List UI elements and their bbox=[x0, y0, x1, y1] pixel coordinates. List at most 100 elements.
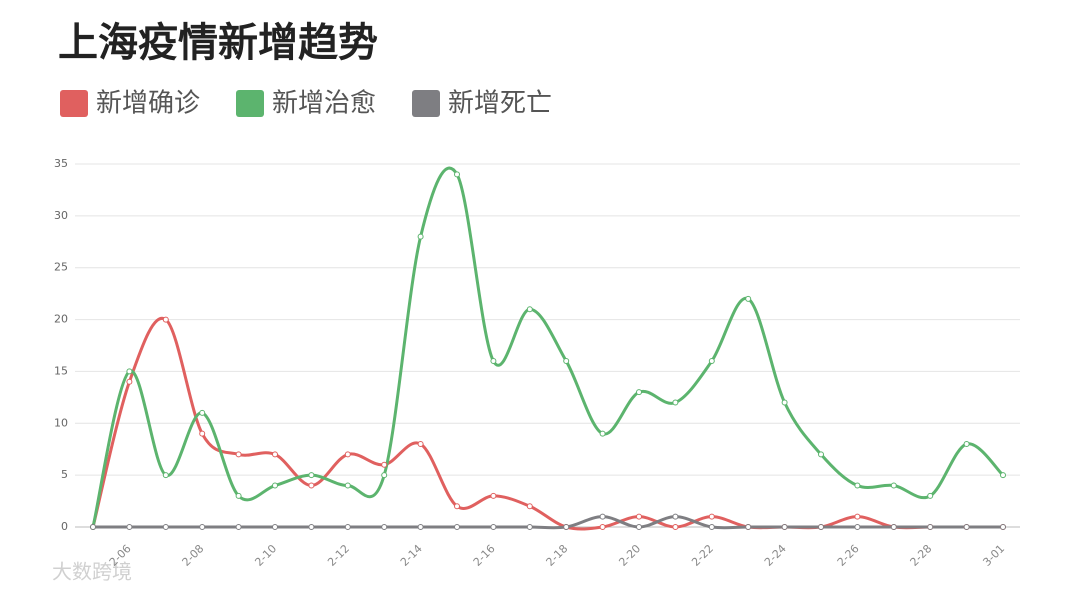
data-point bbox=[162, 316, 169, 323]
data-point bbox=[272, 482, 278, 489]
y-tick-label: 25 bbox=[54, 261, 68, 274]
y-tick-label: 5 bbox=[61, 468, 68, 481]
data-point bbox=[708, 513, 715, 520]
legend-label: 新增死亡 bbox=[448, 89, 552, 119]
data-point bbox=[818, 451, 824, 458]
data-point bbox=[344, 524, 351, 530]
data-point bbox=[381, 472, 388, 479]
x-tick-label: 2-16 bbox=[471, 542, 498, 569]
data-point bbox=[235, 492, 242, 499]
data-point bbox=[344, 482, 351, 489]
x-tick-label: 2-24 bbox=[762, 542, 789, 569]
data-point bbox=[162, 524, 169, 530]
data-point bbox=[199, 430, 206, 437]
data-point bbox=[126, 368, 133, 375]
data-point bbox=[526, 503, 533, 510]
data-point bbox=[417, 233, 424, 240]
series-line bbox=[93, 515, 1003, 530]
data-point bbox=[818, 524, 824, 530]
data-point bbox=[745, 295, 752, 302]
x-tick-label: 2-14 bbox=[398, 542, 425, 569]
x-tick-label: 2-08 bbox=[180, 542, 207, 569]
y-tick-label: 20 bbox=[54, 313, 68, 326]
data-point bbox=[417, 441, 424, 448]
data-point bbox=[235, 451, 242, 458]
y-tick-label: 35 bbox=[54, 157, 68, 170]
data-point bbox=[636, 524, 642, 530]
data-point bbox=[1000, 524, 1006, 530]
data-point bbox=[599, 524, 606, 530]
data-point bbox=[272, 524, 278, 530]
data-point bbox=[490, 524, 497, 530]
x-tick-label: 2-28 bbox=[908, 542, 935, 569]
x-tick-label: 2-20 bbox=[616, 542, 643, 569]
data-point bbox=[854, 524, 861, 530]
data-point bbox=[708, 358, 715, 365]
data-point bbox=[963, 524, 970, 530]
data-point bbox=[672, 399, 679, 406]
data-point bbox=[563, 358, 570, 365]
data-point bbox=[90, 524, 96, 530]
y-tick-label: 10 bbox=[54, 416, 68, 429]
data-point bbox=[308, 482, 315, 489]
data-point bbox=[1000, 472, 1006, 479]
x-tick-label: 2-12 bbox=[325, 542, 352, 569]
data-point bbox=[308, 472, 315, 479]
x-tick-label: 2-26 bbox=[835, 542, 862, 569]
y-tick-label: 30 bbox=[54, 209, 68, 222]
data-point bbox=[454, 524, 460, 530]
data-point bbox=[672, 524, 679, 530]
data-point bbox=[781, 399, 788, 406]
data-point bbox=[526, 306, 533, 313]
data-point bbox=[199, 524, 206, 530]
data-point bbox=[490, 492, 497, 499]
data-point bbox=[344, 451, 351, 458]
data-point bbox=[854, 482, 861, 489]
data-point bbox=[636, 389, 642, 396]
x-tick-label: 2-22 bbox=[689, 542, 716, 569]
data-point bbox=[599, 513, 606, 520]
data-point bbox=[235, 524, 242, 530]
data-point bbox=[708, 524, 715, 530]
data-point bbox=[381, 461, 388, 468]
series-line bbox=[91, 166, 1005, 528]
data-point bbox=[781, 524, 788, 530]
data-point bbox=[890, 524, 897, 530]
data-point bbox=[381, 524, 388, 530]
data-point bbox=[963, 441, 970, 448]
legend-swatch bbox=[236, 90, 264, 117]
watermark: 大数跨境 bbox=[52, 560, 132, 584]
data-point bbox=[126, 524, 133, 530]
chart-title: 上海疫情新增趋势 bbox=[58, 20, 378, 66]
data-point bbox=[272, 451, 278, 458]
data-point bbox=[672, 513, 679, 520]
legend: 新增确诊 新增治愈 新增死亡 bbox=[60, 89, 552, 119]
data-point bbox=[890, 482, 897, 489]
data-point bbox=[636, 513, 642, 520]
data-point bbox=[599, 430, 606, 437]
data-point bbox=[454, 171, 460, 178]
data-point bbox=[126, 378, 133, 385]
data-point bbox=[490, 358, 497, 365]
data-point bbox=[454, 503, 460, 510]
data-point bbox=[927, 492, 934, 499]
x-tick-label: 2-18 bbox=[544, 542, 571, 569]
data-point bbox=[745, 524, 752, 530]
data-point bbox=[927, 524, 934, 530]
legend-swatch bbox=[60, 90, 88, 117]
data-point bbox=[854, 513, 861, 520]
data-point bbox=[162, 472, 169, 479]
data-point bbox=[199, 409, 206, 416]
data-point bbox=[563, 524, 570, 530]
legend-label: 新增治愈 bbox=[272, 89, 376, 119]
legend-label: 新增确诊 bbox=[96, 89, 200, 119]
y-tick-label: 0 bbox=[61, 520, 68, 533]
data-point bbox=[417, 524, 424, 530]
legend-swatch bbox=[412, 90, 440, 117]
y-tick-label: 15 bbox=[54, 364, 68, 377]
data-point bbox=[308, 524, 315, 530]
x-tick-label: 3-01 bbox=[980, 542, 1007, 569]
data-point bbox=[526, 524, 533, 530]
